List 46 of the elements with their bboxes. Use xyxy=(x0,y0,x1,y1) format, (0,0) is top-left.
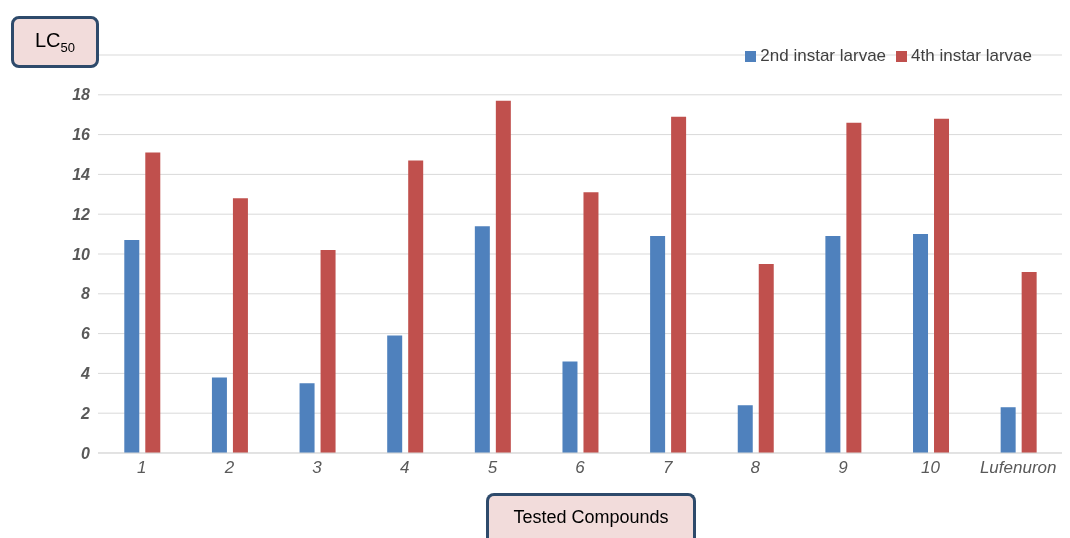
bar xyxy=(124,240,140,453)
bar xyxy=(495,100,511,453)
bar xyxy=(671,116,687,453)
legend-label: 2nd instar larvae xyxy=(760,46,887,65)
bar xyxy=(913,234,929,453)
x-tick-label: 7 xyxy=(662,458,673,478)
legend-label: 4th instar larvae xyxy=(911,46,1032,65)
bar xyxy=(737,405,753,453)
x-tick-label: 5 xyxy=(487,458,498,478)
y-tick-label: 10 xyxy=(72,245,91,263)
x-tick-label: 4 xyxy=(399,458,410,478)
x-tick-label: 2 xyxy=(223,458,235,478)
bar xyxy=(758,263,774,453)
x-tick-label: 8 xyxy=(750,458,761,478)
x-tick-label: Lufenuron xyxy=(979,458,1057,478)
x-tick-label: 3 xyxy=(312,458,323,478)
bar xyxy=(825,236,841,453)
bar xyxy=(387,335,403,453)
bar xyxy=(320,250,336,453)
y-tick-label: 6 xyxy=(81,325,91,343)
bar xyxy=(1000,407,1016,453)
y-tick-label: 2 xyxy=(80,404,91,422)
bar xyxy=(232,198,248,453)
bar xyxy=(211,377,227,453)
y-tick-label: 16 xyxy=(72,126,91,144)
bar xyxy=(650,236,666,453)
bar xyxy=(474,226,490,453)
x-tick-label: 1 xyxy=(137,458,147,478)
y-tick-label: 0 xyxy=(81,444,91,462)
y-tick-label: 8 xyxy=(81,285,91,303)
y-tick-label: 14 xyxy=(72,166,91,184)
x-tick-label: 9 xyxy=(838,458,849,478)
bar xyxy=(145,152,161,453)
bar xyxy=(562,361,578,453)
y-tick-label: 18 xyxy=(72,86,91,104)
y-tick-label: 4 xyxy=(80,365,91,383)
y-tick-label: 12 xyxy=(72,205,91,223)
x-tick-label: 10 xyxy=(921,458,941,478)
bar xyxy=(846,122,862,453)
bar xyxy=(408,160,424,453)
bar xyxy=(934,118,950,453)
y-axis-title: LC$_{50}$ xyxy=(34,29,76,55)
bar xyxy=(583,192,599,453)
bar xyxy=(299,383,315,453)
x-tick-label: 6 xyxy=(575,458,586,478)
bar xyxy=(1021,271,1037,453)
